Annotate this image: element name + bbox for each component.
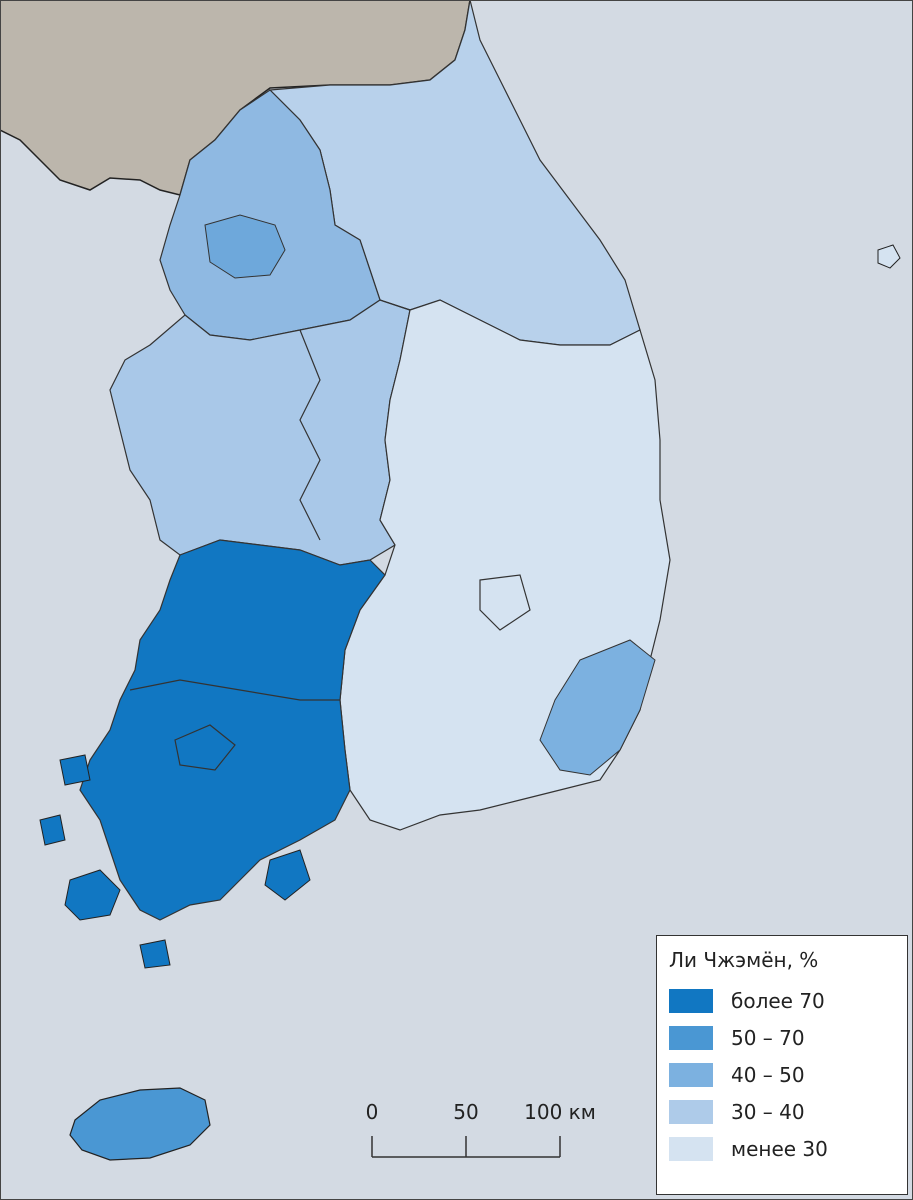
scale-tick-0: 0 [365, 1100, 379, 1124]
legend-label: 30 – 40 [731, 1099, 805, 1124]
island-jeolla-3 [59, 754, 91, 786]
legend-item: 50 – 70 [669, 1019, 897, 1056]
island-jeolla-4 [139, 939, 171, 969]
province-borders [129, 299, 531, 771]
island-jeju [69, 1087, 211, 1161]
legend-swatch [669, 1136, 713, 1161]
island-jeolla-5 [264, 849, 311, 901]
legend-item: 30 – 40 [669, 1093, 897, 1130]
island-jeolla-2 [39, 814, 66, 846]
region-seoul [204, 214, 286, 279]
scale-bar: 0 50 100 км [360, 1100, 596, 1170]
legend-swatch [669, 1062, 713, 1087]
legend-item: более 70 [669, 982, 897, 1019]
legend-item: менее 30 [669, 1130, 897, 1167]
legend-swatch [669, 988, 713, 1013]
legend-label: 40 – 50 [731, 1062, 805, 1087]
legend-items: более 70 50 – 70 40 – 50 30 – 40 менее 30 [669, 982, 897, 1167]
legend-title: Ли Чжэмён, % [669, 948, 819, 972]
legend-label: 50 – 70 [731, 1025, 805, 1050]
region-chungnam [109, 299, 411, 566]
island-ulleung [877, 244, 901, 269]
scale-tick-100: 100 км [524, 1100, 596, 1124]
legend: Ли Чжэмён, % более 70 50 – 70 40 – 50 30 – … [656, 935, 908, 1195]
scale-bar-line [371, 1136, 561, 1158]
legend-swatch [669, 1099, 713, 1124]
legend-item: 40 – 50 [669, 1056, 897, 1093]
legend-swatch [669, 1025, 713, 1050]
region-jeolla [79, 539, 386, 921]
legend-label: менее 30 [731, 1136, 828, 1161]
legend-label: более 70 [731, 988, 825, 1013]
island-jeolla-1 [64, 869, 121, 921]
region-busan [539, 639, 656, 776]
scale-tick-50: 50 [453, 1100, 479, 1124]
